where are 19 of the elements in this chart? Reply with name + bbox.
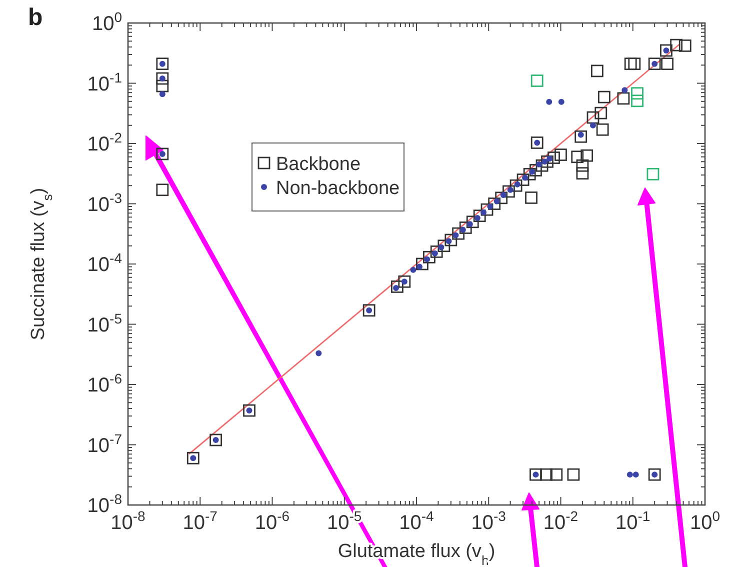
legend-label: Backbone <box>276 154 361 175</box>
y-tick-label: 10$^{-5}$ <box>87 310 122 336</box>
x-tick-label: 10$^{-2}$ <box>543 508 578 534</box>
x-tick-label: 10$^{0}$ <box>690 508 720 534</box>
x-tick-label: 10$^{-1}$ <box>616 508 650 534</box>
legend-label: Non-backbone <box>276 178 400 199</box>
y-tick-label: 10$^{-2}$ <box>87 130 122 156</box>
y-tick-label: 10$^{-7}$ <box>87 430 122 457</box>
text: b <box>28 4 43 31</box>
x-tick-label: 10$^{-6}$ <box>254 508 290 534</box>
y-tick-label: 10$^{0}$ <box>92 9 122 35</box>
x-tick-label: 10$^{-8}$ <box>110 508 146 534</box>
y-tick-label: 10$^{-1}$ <box>87 69 122 96</box>
x-tick-label: 10$^{-4}$ <box>399 508 434 534</box>
x-tick-label: 10$^{-3}$ <box>471 508 506 534</box>
y-tick-label: 10$^{-6}$ <box>87 370 122 396</box>
x-tick-label: 10$^{-7}$ <box>182 508 218 534</box>
y-tick-label: 10$^{-4}$ <box>87 250 122 276</box>
y-tick-label: 10$^{-3}$ <box>87 190 122 216</box>
